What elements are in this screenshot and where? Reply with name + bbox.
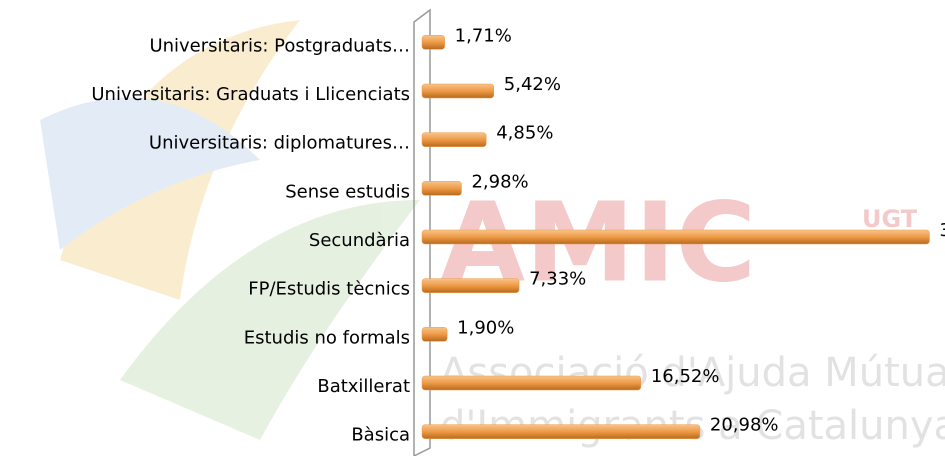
value-label: 2,98% (471, 171, 528, 192)
value-label: 7,33% (529, 269, 586, 290)
bar (421, 278, 520, 293)
watermark: UGT (862, 205, 918, 233)
value-label: 38,31% (939, 220, 945, 241)
value-label: 4,85% (496, 123, 553, 144)
logo-shape (40, 97, 260, 250)
bar (421, 132, 487, 147)
bar (421, 424, 701, 439)
y-tick-label: Sense estudis (285, 181, 410, 202)
axis-wall (413, 8, 431, 456)
bar (421, 181, 462, 196)
bar (421, 35, 445, 50)
value-label: 1,90% (457, 317, 514, 338)
bar (421, 375, 642, 391)
value-label: 20,98% (710, 415, 779, 436)
bar (421, 229, 930, 245)
background-logo (40, 20, 420, 440)
logo-shape (120, 200, 420, 440)
y-tick-label: Universitaris: Graduats i Llicenciats (91, 84, 410, 105)
bar (421, 83, 495, 99)
y-tick-label: Bàsica (351, 425, 410, 446)
y-tick-label: FP/Estudis tècnics (248, 279, 410, 300)
y-tick-label: Estudis no formals (244, 327, 410, 348)
y-tick-label: Batxillerat (317, 376, 410, 397)
value-label: 1,71% (455, 25, 512, 46)
value-label: 5,42% (504, 74, 561, 95)
y-tick-label: Secundària (309, 230, 410, 251)
y-tick-label: Universitaris: Postgraduats… (149, 35, 410, 56)
value-label: 16,52% (651, 366, 720, 387)
bar (421, 327, 448, 342)
y-tick-label: Universitaris: diplomatures… (149, 133, 410, 154)
